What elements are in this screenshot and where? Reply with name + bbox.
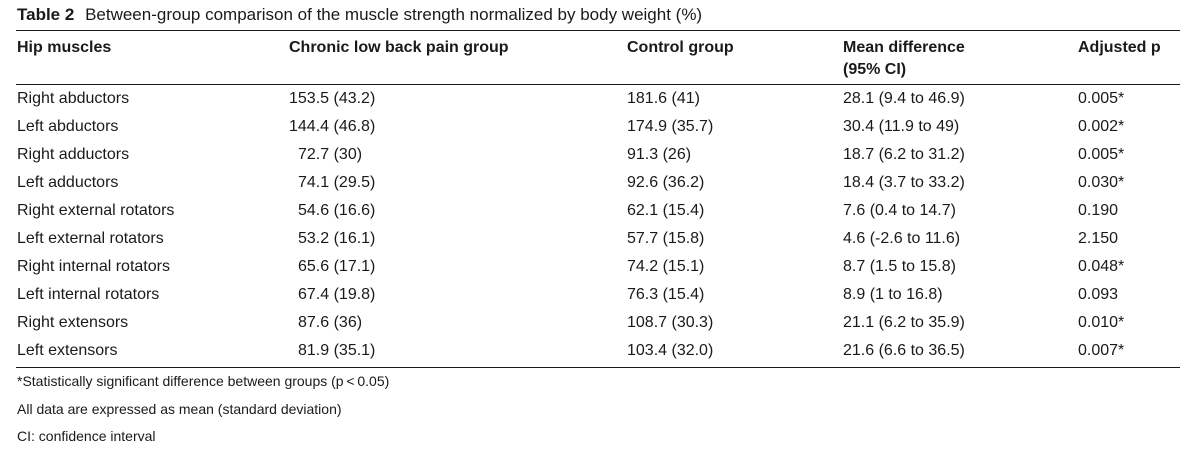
cell-adjusted-p: 2.150 (1078, 230, 1119, 247)
cell-control: 108.7 (30.3) (627, 314, 714, 331)
cell-adjusted-p: 0.007* (1078, 342, 1125, 359)
table-row: Right extensors 87.6 (36) 108.7 (30.3) 2… (0, 309, 1194, 337)
cell-difference: 8.9 (1 to 16.8) (843, 286, 943, 303)
cell-muscle: Right abductors (17, 90, 130, 107)
header-control-group: Control group (627, 39, 734, 56)
table-caption: Table 2 Between-group comparison of the … (17, 4, 702, 26)
header-clbp-group: Chronic low back pain group (289, 39, 509, 56)
cell-difference: 7.6 (0.4 to 14.7) (843, 202, 956, 219)
table-row: Right abductors 153.5 (43.2) 181.6 (41) … (0, 85, 1194, 113)
header-adjusted-p: Adjusted p (1078, 39, 1161, 56)
table-bottom-rule (16, 367, 1180, 368)
cell-control: 76.3 (15.4) (627, 286, 705, 303)
cell-control: 57.7 (15.8) (627, 230, 705, 247)
cell-muscle: Left adductors (17, 174, 119, 191)
cell-clbp: 53.2 (16.1) (298, 230, 376, 247)
cell-muscle: Left external rotators (17, 230, 164, 247)
cell-muscle: Right adductors (17, 146, 130, 163)
cell-clbp: 87.6 (36) (298, 314, 363, 331)
cell-control: 62.1 (15.4) (627, 202, 705, 219)
table-row: Left abductors 144.4 (46.8) 174.9 (35.7)… (0, 113, 1194, 141)
cell-difference: 30.4 (11.9 to 49) (843, 118, 960, 135)
cell-difference: 8.7 (1.5 to 15.8) (843, 258, 956, 275)
cell-control: 91.3 (26) (627, 146, 692, 163)
footnote-data-note: All data are expressed as mean (standard… (17, 401, 342, 417)
cell-adjusted-p: 0.005* (1078, 146, 1125, 163)
footnote-significance: *Statistically significant difference be… (17, 373, 390, 389)
cell-clbp: 153.5 (43.2) (289, 90, 376, 107)
header-mean-difference-line1: Mean difference (843, 39, 965, 56)
cell-clbp: 144.4 (46.8) (289, 118, 376, 135)
table-row: Right adductors 72.7 (30) 91.3 (26) 18.7… (0, 141, 1194, 169)
cell-control: 92.6 (36.2) (627, 174, 705, 191)
cell-adjusted-p: 0.030* (1078, 174, 1125, 191)
table-row: Left extensors 81.9 (35.1) 103.4 (32.0) … (0, 337, 1194, 365)
table-top-rule (16, 30, 1180, 31)
cell-difference: 21.1 (6.2 to 35.9) (843, 314, 965, 331)
cell-clbp: 65.6 (17.1) (298, 258, 376, 275)
cell-muscle: Left abductors (17, 118, 119, 135)
table-label: Table 2 (17, 5, 75, 24)
cell-control: 174.9 (35.7) (627, 118, 714, 135)
table-header-rule (16, 84, 1180, 85)
cell-muscle: Left extensors (17, 342, 118, 359)
cell-adjusted-p: 0.093 (1078, 286, 1119, 303)
cell-clbp: 74.1 (29.5) (298, 174, 376, 191)
cell-adjusted-p: 0.005* (1078, 90, 1125, 107)
cell-control: 74.2 (15.1) (627, 258, 705, 275)
cell-adjusted-p: 0.048* (1078, 258, 1125, 275)
cell-clbp: 81.9 (35.1) (298, 342, 376, 359)
cell-adjusted-p: 0.010* (1078, 314, 1125, 331)
cell-control: 103.4 (32.0) (627, 342, 714, 359)
cell-adjusted-p: 0.002* (1078, 118, 1125, 135)
cell-muscle: Right internal rotators (17, 258, 170, 275)
cell-muscle: Right external rotators (17, 202, 175, 219)
header-hip-muscles: Hip muscles (17, 39, 112, 56)
cell-clbp: 67.4 (19.8) (298, 286, 376, 303)
cell-difference: 21.6 (6.6 to 36.5) (843, 342, 965, 359)
cell-adjusted-p: 0.190 (1078, 202, 1119, 219)
table-title: Between-group comparison of the muscle s… (85, 5, 703, 24)
cell-clbp: 54.6 (16.6) (298, 202, 376, 219)
cell-clbp: 72.7 (30) (298, 146, 363, 163)
table-row: Left internal rotators 67.4 (19.8) 76.3 … (0, 281, 1194, 309)
table-row: Left external rotators 53.2 (16.1) 57.7 … (0, 225, 1194, 253)
cell-muscle: Right extensors (17, 314, 129, 331)
cell-muscle: Left internal rotators (17, 286, 160, 303)
footnote-ci: CI: confidence interval (17, 428, 156, 444)
cell-control: 181.6 (41) (627, 90, 700, 107)
header-mean-difference-line2: (95% CI) (843, 61, 907, 78)
cell-difference: 18.7 (6.2 to 31.2) (843, 146, 965, 163)
table-row: Left adductors 74.1 (29.5) 92.6 (36.2) 1… (0, 169, 1194, 197)
header-mean-difference: Mean difference (95% CI) (843, 37, 965, 81)
cell-difference: 4.6 (-2.6 to 11.6) (843, 230, 961, 247)
cell-difference: 28.1 (9.4 to 46.9) (843, 90, 965, 107)
table-row: Right external rotators 54.6 (16.6) 62.1… (0, 197, 1194, 225)
cell-difference: 18.4 (3.7 to 33.2) (843, 174, 965, 191)
table-row: Right internal rotators 65.6 (17.1) 74.2… (0, 253, 1194, 281)
